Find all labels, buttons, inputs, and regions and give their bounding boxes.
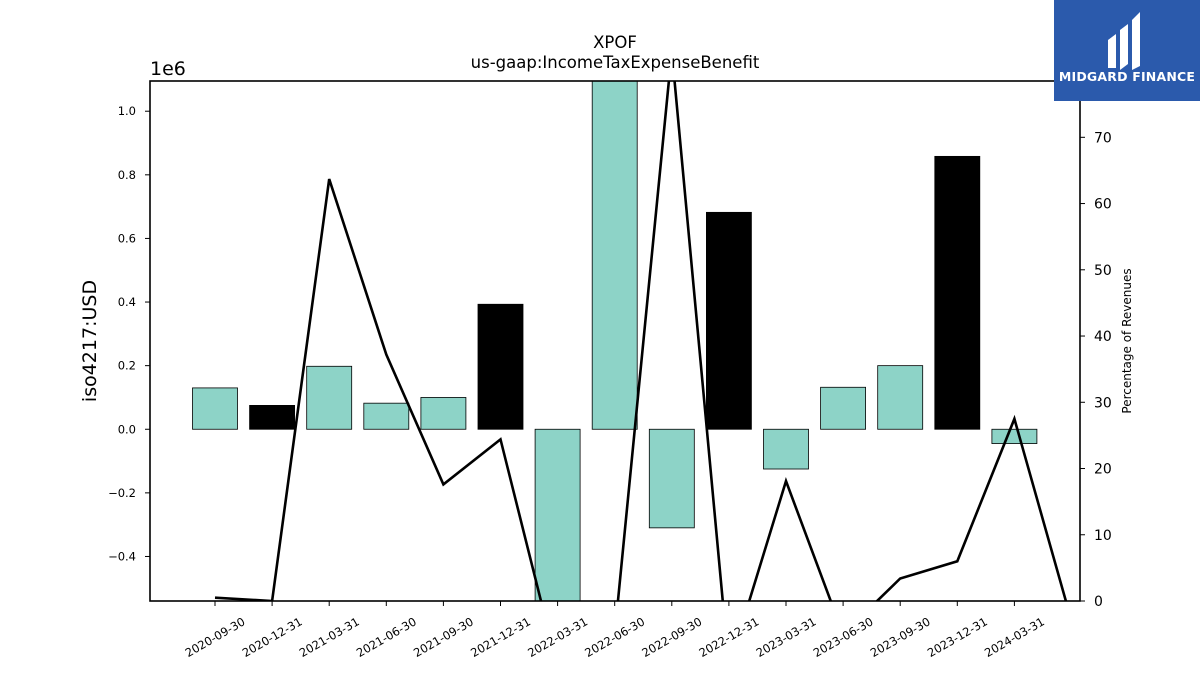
x-tick-label: 2021-09-30 xyxy=(411,614,476,660)
bar-2023-03-31 xyxy=(763,428,809,470)
y-tick-label: 0.2 xyxy=(118,359,136,373)
x-tick-label: 2021-03-31 xyxy=(297,614,362,660)
bar-2022-06-30 xyxy=(591,81,638,430)
bar-2024-03-31 xyxy=(991,428,1038,444)
y-tick-label: −0.4 xyxy=(108,549,136,563)
y-offset-label: 1e6 xyxy=(150,58,186,80)
x-tick-label: 2022-09-30 xyxy=(639,614,704,660)
line-group xyxy=(214,81,1068,601)
x-tick-label: 2021-12-31 xyxy=(468,614,533,660)
y2-ticks: 0 10 20 30 40 50 60 70 xyxy=(1080,130,1112,610)
y-tick-label: 0.0 xyxy=(118,422,136,436)
y2-tick-label: 60 xyxy=(1094,197,1112,213)
x-tick-label: 2023-03-31 xyxy=(754,614,819,660)
bar-2023-09-30 xyxy=(877,365,924,430)
x-tick-label: 2021-06-30 xyxy=(354,614,419,660)
y-tick-label: 0.6 xyxy=(118,231,136,245)
x-tick-label: 2023-09-30 xyxy=(868,614,933,660)
y-tick-label: −0.2 xyxy=(108,486,136,500)
bars-group xyxy=(192,81,1038,601)
x-tick-label: 2024-03-31 xyxy=(982,614,1047,660)
bar-2023-06-30 xyxy=(820,386,866,430)
bar-2022-12-31 xyxy=(706,211,752,430)
y-tick-label: 0.4 xyxy=(118,295,136,309)
y-tick-label: 0.8 xyxy=(118,168,136,182)
y-axis-label: iso4217:USD xyxy=(79,280,101,402)
x-tick-label: 2022-12-31 xyxy=(697,614,762,660)
x-tick-label: 2023-12-31 xyxy=(925,614,990,660)
y2-tick-label: 0 xyxy=(1094,594,1103,610)
chart-title: XPOF xyxy=(593,33,637,52)
logo-text: MIDGARD FINANCE xyxy=(1058,69,1196,84)
y2-axis-label: Percentage of Revenues xyxy=(1120,268,1134,413)
x-tick-label: 2022-06-30 xyxy=(582,614,647,660)
y2-tick-label: 40 xyxy=(1094,329,1112,345)
plot-frame xyxy=(149,80,1081,602)
bar-2021-12-31 xyxy=(477,303,524,430)
y2-tick-label: 70 xyxy=(1094,130,1112,146)
y2-tick-label: 30 xyxy=(1094,395,1112,411)
y2-tick-label: 10 xyxy=(1094,528,1112,544)
x-ticks: 2020-09-302020-12-312021-03-312021-06-30… xyxy=(183,601,1047,660)
bar-2021-03-31 xyxy=(306,365,353,430)
x-tick-label: 2020-09-30 xyxy=(183,614,248,660)
percentage-of-revenues-line xyxy=(214,81,1068,601)
bar-2023-12-31 xyxy=(934,155,981,430)
x-tick-label: 2022-03-31 xyxy=(525,614,590,660)
y2-tick-label: 50 xyxy=(1094,263,1112,279)
bar-2021-06-30 xyxy=(363,402,410,430)
bar-2020-09-30 xyxy=(192,387,238,430)
x-tick-label: 2020-12-31 xyxy=(240,614,305,660)
x-tick-label: 2023-06-30 xyxy=(811,614,876,660)
bar-2022-09-30 xyxy=(648,428,695,529)
bar-2022-03-31 xyxy=(534,428,581,601)
bar-2021-09-30 xyxy=(420,397,467,430)
logo-mark-icon xyxy=(1108,12,1140,70)
midgard-finance-logo: MIDGARD FINANCE xyxy=(1054,0,1200,101)
y-tick-label: 1.0 xyxy=(118,104,136,118)
bar-2020-12-31 xyxy=(249,405,296,430)
chart-subtitle: us-gaap:IncomeTaxExpenseBenefit xyxy=(471,53,760,72)
y2-tick-label: 20 xyxy=(1094,462,1112,478)
y-ticks: −0.4 −0.2 0.0 0.2 0.4 0.6 0.8 1.0 xyxy=(108,104,150,563)
